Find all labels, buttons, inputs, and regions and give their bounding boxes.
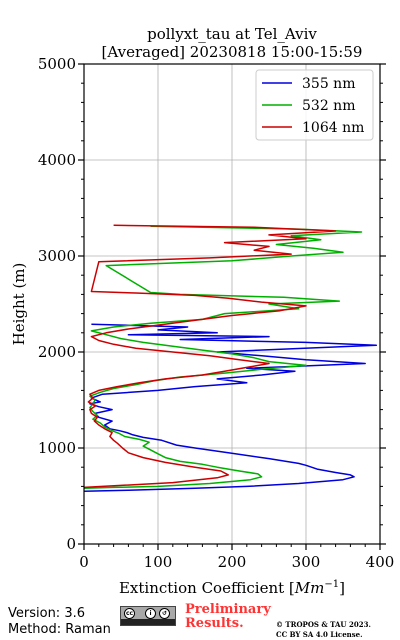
preliminary-line2: Results. xyxy=(185,616,244,631)
y-tick-label: 1000 xyxy=(38,439,76,457)
series-line-1064-nm xyxy=(84,224,337,489)
chart-title: pollyxt_tau at Tel_Aviv xyxy=(147,25,317,43)
x-tick-label: 400 xyxy=(366,553,395,571)
preliminary-notice: Preliminary Results. xyxy=(185,603,271,631)
y-tick-label: 4000 xyxy=(38,151,76,169)
y-tick-label: 2000 xyxy=(38,343,76,361)
x-axis-label-exponent: −1 xyxy=(324,579,339,590)
x-axis-label: Extinction Coefficient [Mm−1] xyxy=(119,579,345,597)
series-line-355-nm xyxy=(84,323,378,492)
legend-label: 532 nm xyxy=(302,98,355,114)
x-tick-label: 100 xyxy=(144,553,173,571)
cc-badge-bar xyxy=(121,619,175,625)
legend-box xyxy=(255,69,374,141)
y-tick-label: 3000 xyxy=(38,247,76,265)
legend-label: 1064 nm xyxy=(302,120,364,136)
cc-by-icon: i xyxy=(145,608,156,619)
y-axis-label: Height (m) xyxy=(10,263,28,346)
x-axis-label-unit: Mm xyxy=(294,579,325,597)
y-tick-label: 5000 xyxy=(38,55,76,73)
x-tick-label: 0 xyxy=(79,553,89,571)
cc-sa-icon: ↺ xyxy=(159,608,170,619)
copyright-line1: © TROPOS & TAU 2023. xyxy=(276,620,371,629)
y-tick-label: 0 xyxy=(66,535,76,553)
x-axis-label-close: ] xyxy=(339,579,345,597)
copyright-notice: © TROPOS & TAU 2023. CC BY SA 4.0 Licens… xyxy=(276,620,371,640)
copyright-line2: CC BY SA 4.0 License. xyxy=(276,630,363,639)
series-lines xyxy=(84,224,378,492)
x-tick-label: 200 xyxy=(218,553,247,571)
plot-frame xyxy=(83,63,381,545)
version-text: Version: 3.6 xyxy=(8,606,85,621)
legend: 355 nm 532 nm 1064 nm xyxy=(255,69,374,141)
x-axis-label-text: Extinction Coefficient [ xyxy=(119,579,295,597)
legend-label: 355 nm xyxy=(302,76,355,92)
cc-logo-icon: cc xyxy=(124,608,135,619)
x-tick-label: 300 xyxy=(292,553,321,571)
cc-license-badge-icon: cc i ↺ xyxy=(120,606,176,626)
method-text: Method: Raman xyxy=(8,622,111,637)
chart-subtitle: [Averaged] 20230818 15:00-15:59 xyxy=(102,43,363,61)
preliminary-line1: Preliminary xyxy=(185,602,271,617)
footer-info: Version: 3.6 Method: Raman xyxy=(8,606,111,638)
